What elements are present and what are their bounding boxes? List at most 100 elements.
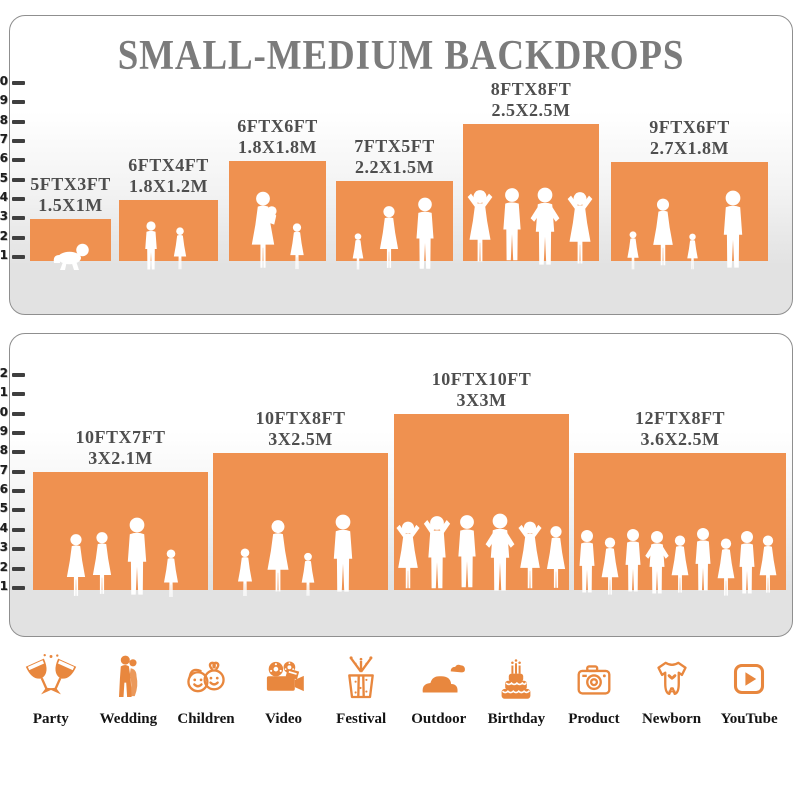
- people-silhouettes: [394, 414, 566, 604]
- newborn-icon: [656, 661, 687, 696]
- silhouette-man: [127, 517, 147, 595]
- backdrop-bar-6x6: 6FTX6FT 1.8X1.8M: [229, 116, 326, 270]
- silhouette-woman: [759, 535, 777, 593]
- axis-tick: 10: [0, 406, 25, 418]
- category-product: Product: [555, 652, 633, 728]
- category-newborn: Newborn: [633, 652, 711, 728]
- silhouette-man: [625, 529, 641, 592]
- backdrop-bar-9x6: 9FTX6FT 2.7X1.8M: [611, 117, 768, 270]
- axis-tick: 6: [0, 152, 25, 164]
- people-silhouettes: [53, 243, 89, 270]
- bar-label: 10FTX8FT 3X2.5M: [255, 407, 346, 449]
- silhouette-girl: [290, 223, 304, 270]
- bar-label: 6FTX6FT 1.8X1.8M: [237, 115, 318, 157]
- silhouette-man: [739, 531, 755, 594]
- axis-tick: 9: [0, 94, 25, 106]
- silhouette-man-hands-on-hips: [531, 188, 560, 265]
- bar-label: 8FTX8FT 2.5X2.5M: [490, 78, 572, 120]
- backdrop-bar-10x7: 10FTX7FT 3X2.1M: [33, 427, 208, 597]
- backdrop-bar-12x8: 12FTX8FT 3.6X2.5M: [574, 408, 786, 596]
- axis-tick: 2: [0, 561, 25, 573]
- category-video: Video: [245, 652, 323, 728]
- silhouette-man: [695, 528, 711, 591]
- silhouette-woman: [267, 520, 289, 592]
- silhouette-woman: [379, 206, 399, 268]
- axis-tick: 5: [0, 502, 25, 514]
- silhouette-man-hands-on-hips: [486, 514, 515, 591]
- silhouette-woman: [66, 534, 86, 596]
- axis-tick: 9: [0, 425, 25, 437]
- category-wedding: Wedding: [90, 652, 168, 728]
- silhouette-man: [458, 515, 476, 588]
- category-label: YouTube: [720, 711, 778, 727]
- silhouette-man-hands-on-hips: [645, 531, 668, 594]
- outdoor-icon: [422, 664, 465, 693]
- bar-label: 7FTX5FT 2.2X1.5M: [354, 135, 435, 177]
- category-label: Newborn: [641, 711, 702, 727]
- category-festival: Festival: [322, 652, 400, 728]
- category-label: Birthday: [487, 711, 546, 727]
- silhouette-girl: [238, 548, 252, 596]
- wedding-icon: [119, 655, 138, 697]
- people-silhouettes: [352, 197, 434, 270]
- bar-label: 5FTX3FT 1.5X1M: [30, 173, 111, 215]
- product-icon: [577, 665, 611, 695]
- people-silhouettes: [145, 221, 187, 270]
- axis-tick: 3: [0, 541, 25, 553]
- category-label: Children: [177, 711, 235, 727]
- category-label: Party: [32, 711, 69, 727]
- silhouette-boy: [145, 221, 157, 270]
- category-label: Festival: [336, 711, 387, 727]
- silhouette-man: [723, 190, 743, 268]
- axis-tick: 10: [0, 75, 25, 87]
- people-silhouettes: [229, 161, 304, 270]
- youtube-icon: [734, 663, 765, 695]
- category-label: Wedding: [99, 711, 158, 727]
- festival-icon: [348, 656, 375, 699]
- silhouette-woman-arms-up: [518, 522, 541, 589]
- silhouette-girl: [173, 227, 187, 270]
- backdrop-bar-5x3: 5FTX3FT 1.5X1M: [30, 174, 111, 270]
- silhouette-man: [416, 197, 434, 269]
- people-silhouettes: [66, 517, 178, 597]
- bar-label: 6FTX4FT 1.8X1.2M: [128, 154, 209, 196]
- silhouette-girl: [301, 552, 315, 596]
- silhouette-woman: [601, 537, 619, 595]
- axis-tick: 5: [0, 172, 25, 184]
- axis-tick: 12: [0, 367, 25, 379]
- silhouette-woman: [92, 532, 112, 594]
- bar-label: 9FTX6FT 2.7X1.8M: [649, 116, 730, 158]
- silhouette-girl: [627, 231, 639, 270]
- silhouette-woman-arms-up: [568, 192, 593, 263]
- people-silhouettes: [238, 514, 353, 596]
- page-title: SMALL-MEDIUM BACKDROPS: [117, 33, 685, 79]
- backdrop-bar-6x4: 6FTX4FT 1.8X1.2M: [119, 155, 218, 270]
- category-label: Product: [568, 711, 620, 727]
- backdrop-bar-10x10: 10FTX10FT 3X3M: [394, 369, 569, 590]
- silhouette-crawling-baby: [53, 243, 89, 270]
- axis-tick: 7: [0, 464, 25, 476]
- video-icon: [266, 661, 304, 692]
- silhouette-man: [579, 530, 595, 593]
- axis-tick: 2: [0, 230, 25, 242]
- category-label: Video: [265, 711, 303, 727]
- bar-label: 12FTX8FT 3.6X2.5M: [634, 407, 725, 449]
- silhouette-woman: [546, 526, 566, 588]
- silhouette-mother-with-baby: [252, 192, 277, 268]
- axis-tick: 8: [0, 114, 25, 126]
- category-youtube: YouTube: [710, 652, 788, 728]
- category-party: Party: [12, 652, 90, 728]
- bar-label: 10FTX7FT 3X2.1M: [75, 426, 166, 468]
- medium-backdrops-panel: 12 11 10 9 8 7 6 5 4 3 2 1 10FTX7FT3X2.1…: [0, 333, 793, 637]
- axis-tick: 11: [0, 386, 25, 398]
- axis-tick: 4: [0, 191, 25, 203]
- category-birthday: Birthday: [478, 652, 556, 728]
- silhouette-girl: [687, 233, 698, 270]
- party-icon: [25, 653, 76, 695]
- silhouette-woman-arms-up: [396, 522, 419, 589]
- silhouette-girl: [164, 549, 178, 597]
- people-silhouettes: [579, 528, 777, 596]
- silhouette-man: [333, 514, 353, 592]
- axis-tick: 3: [0, 210, 25, 222]
